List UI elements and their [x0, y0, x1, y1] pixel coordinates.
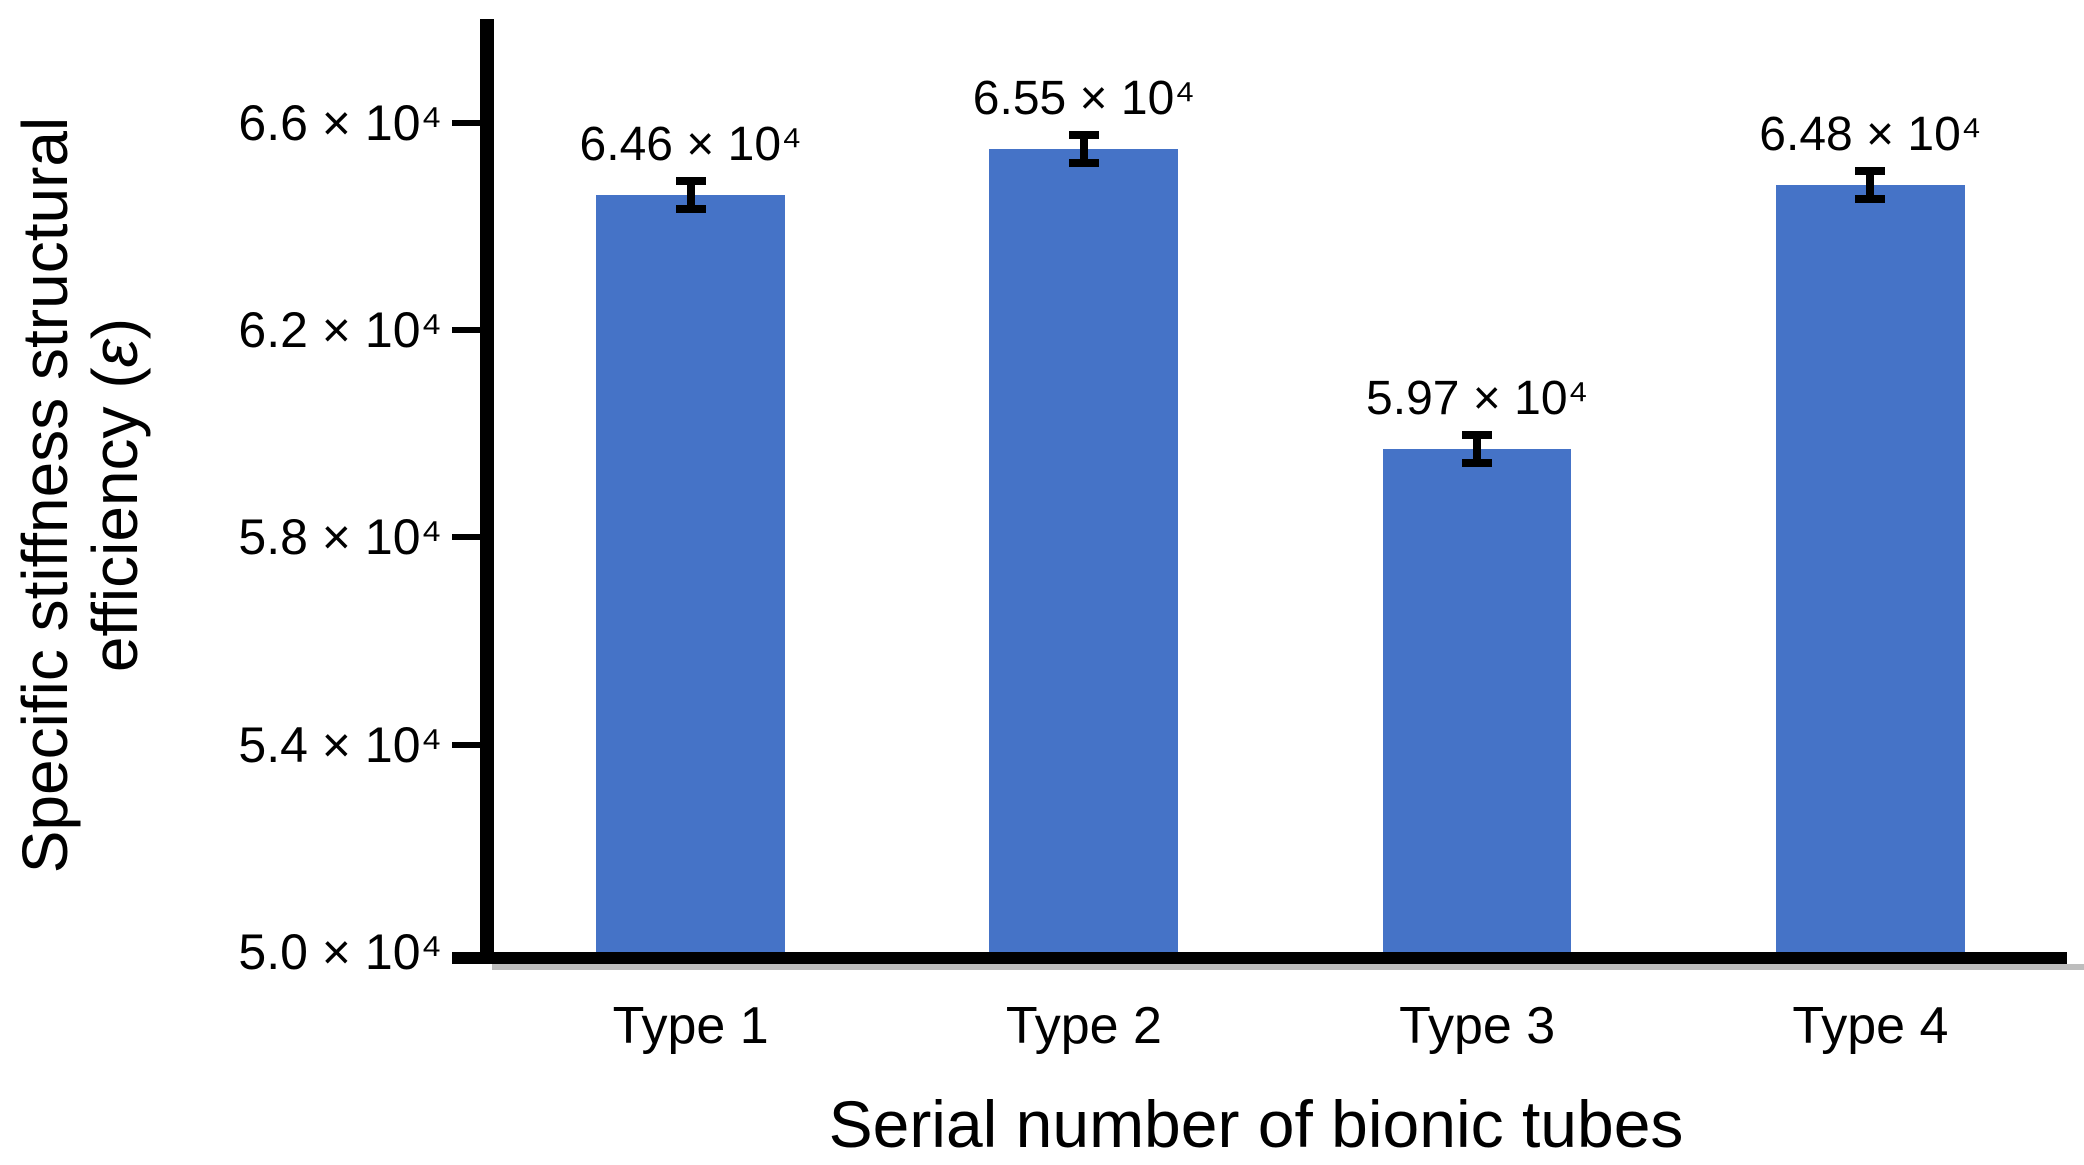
x-category-label: Type 1: [612, 997, 769, 1055]
y-axis-line: [480, 19, 494, 964]
y-tick-mark: [452, 327, 480, 333]
x-category-label: Type 4: [1792, 997, 1949, 1055]
x-category-label: Type 2: [1005, 997, 1162, 1055]
error-bar-cap-top: [1068, 130, 1099, 139]
y-tick-mark: [452, 741, 480, 748]
x-category-label: Type 3: [1399, 997, 1556, 1055]
y-tick-label: 5.8 × 10⁴: [238, 509, 442, 566]
error-bar-line: [1473, 435, 1482, 464]
y-tick-label: 5.0 × 10⁴: [238, 924, 442, 980]
error-bar-line: [1866, 170, 1875, 199]
x-axis-shadow: [492, 964, 2084, 970]
x-axis-title: Serial number of bionic tubes: [828, 1087, 1684, 1161]
y-tick-mark: [452, 534, 480, 541]
bar-value-label: 6.46 × 10⁴: [579, 118, 802, 172]
error-bar-cap-bottom: [1855, 194, 1886, 203]
error-bar-line: [686, 181, 695, 210]
x-axis-line: [452, 952, 2067, 964]
bar-1: [596, 195, 785, 952]
bar-value-label: 5.97 × 10⁴: [1366, 372, 1589, 426]
error-bar-cap-top: [1462, 431, 1493, 440]
error-bar-cap-bottom: [1462, 459, 1493, 468]
y-tick-mark: [452, 119, 480, 126]
error-bar-cap-top: [675, 177, 706, 186]
error-bar-line: [1079, 134, 1088, 163]
y-tick-label: 6.6 × 10⁴: [238, 94, 442, 151]
y-tick-label: 6.2 × 10⁴: [238, 302, 442, 358]
bar-value-label: 6.55 × 10⁴: [972, 71, 1195, 125]
y-tick-label: 5.4 × 10⁴: [238, 716, 442, 773]
error-bar-cap-top: [1855, 166, 1886, 175]
error-bar-cap-bottom: [1068, 158, 1099, 167]
bar-3: [1382, 449, 1572, 952]
bar-4: [1775, 184, 1965, 952]
bar-value-label: 6.48 × 10⁴: [1759, 107, 1982, 161]
error-bar-cap-bottom: [675, 205, 706, 214]
bar-2: [989, 148, 1179, 952]
